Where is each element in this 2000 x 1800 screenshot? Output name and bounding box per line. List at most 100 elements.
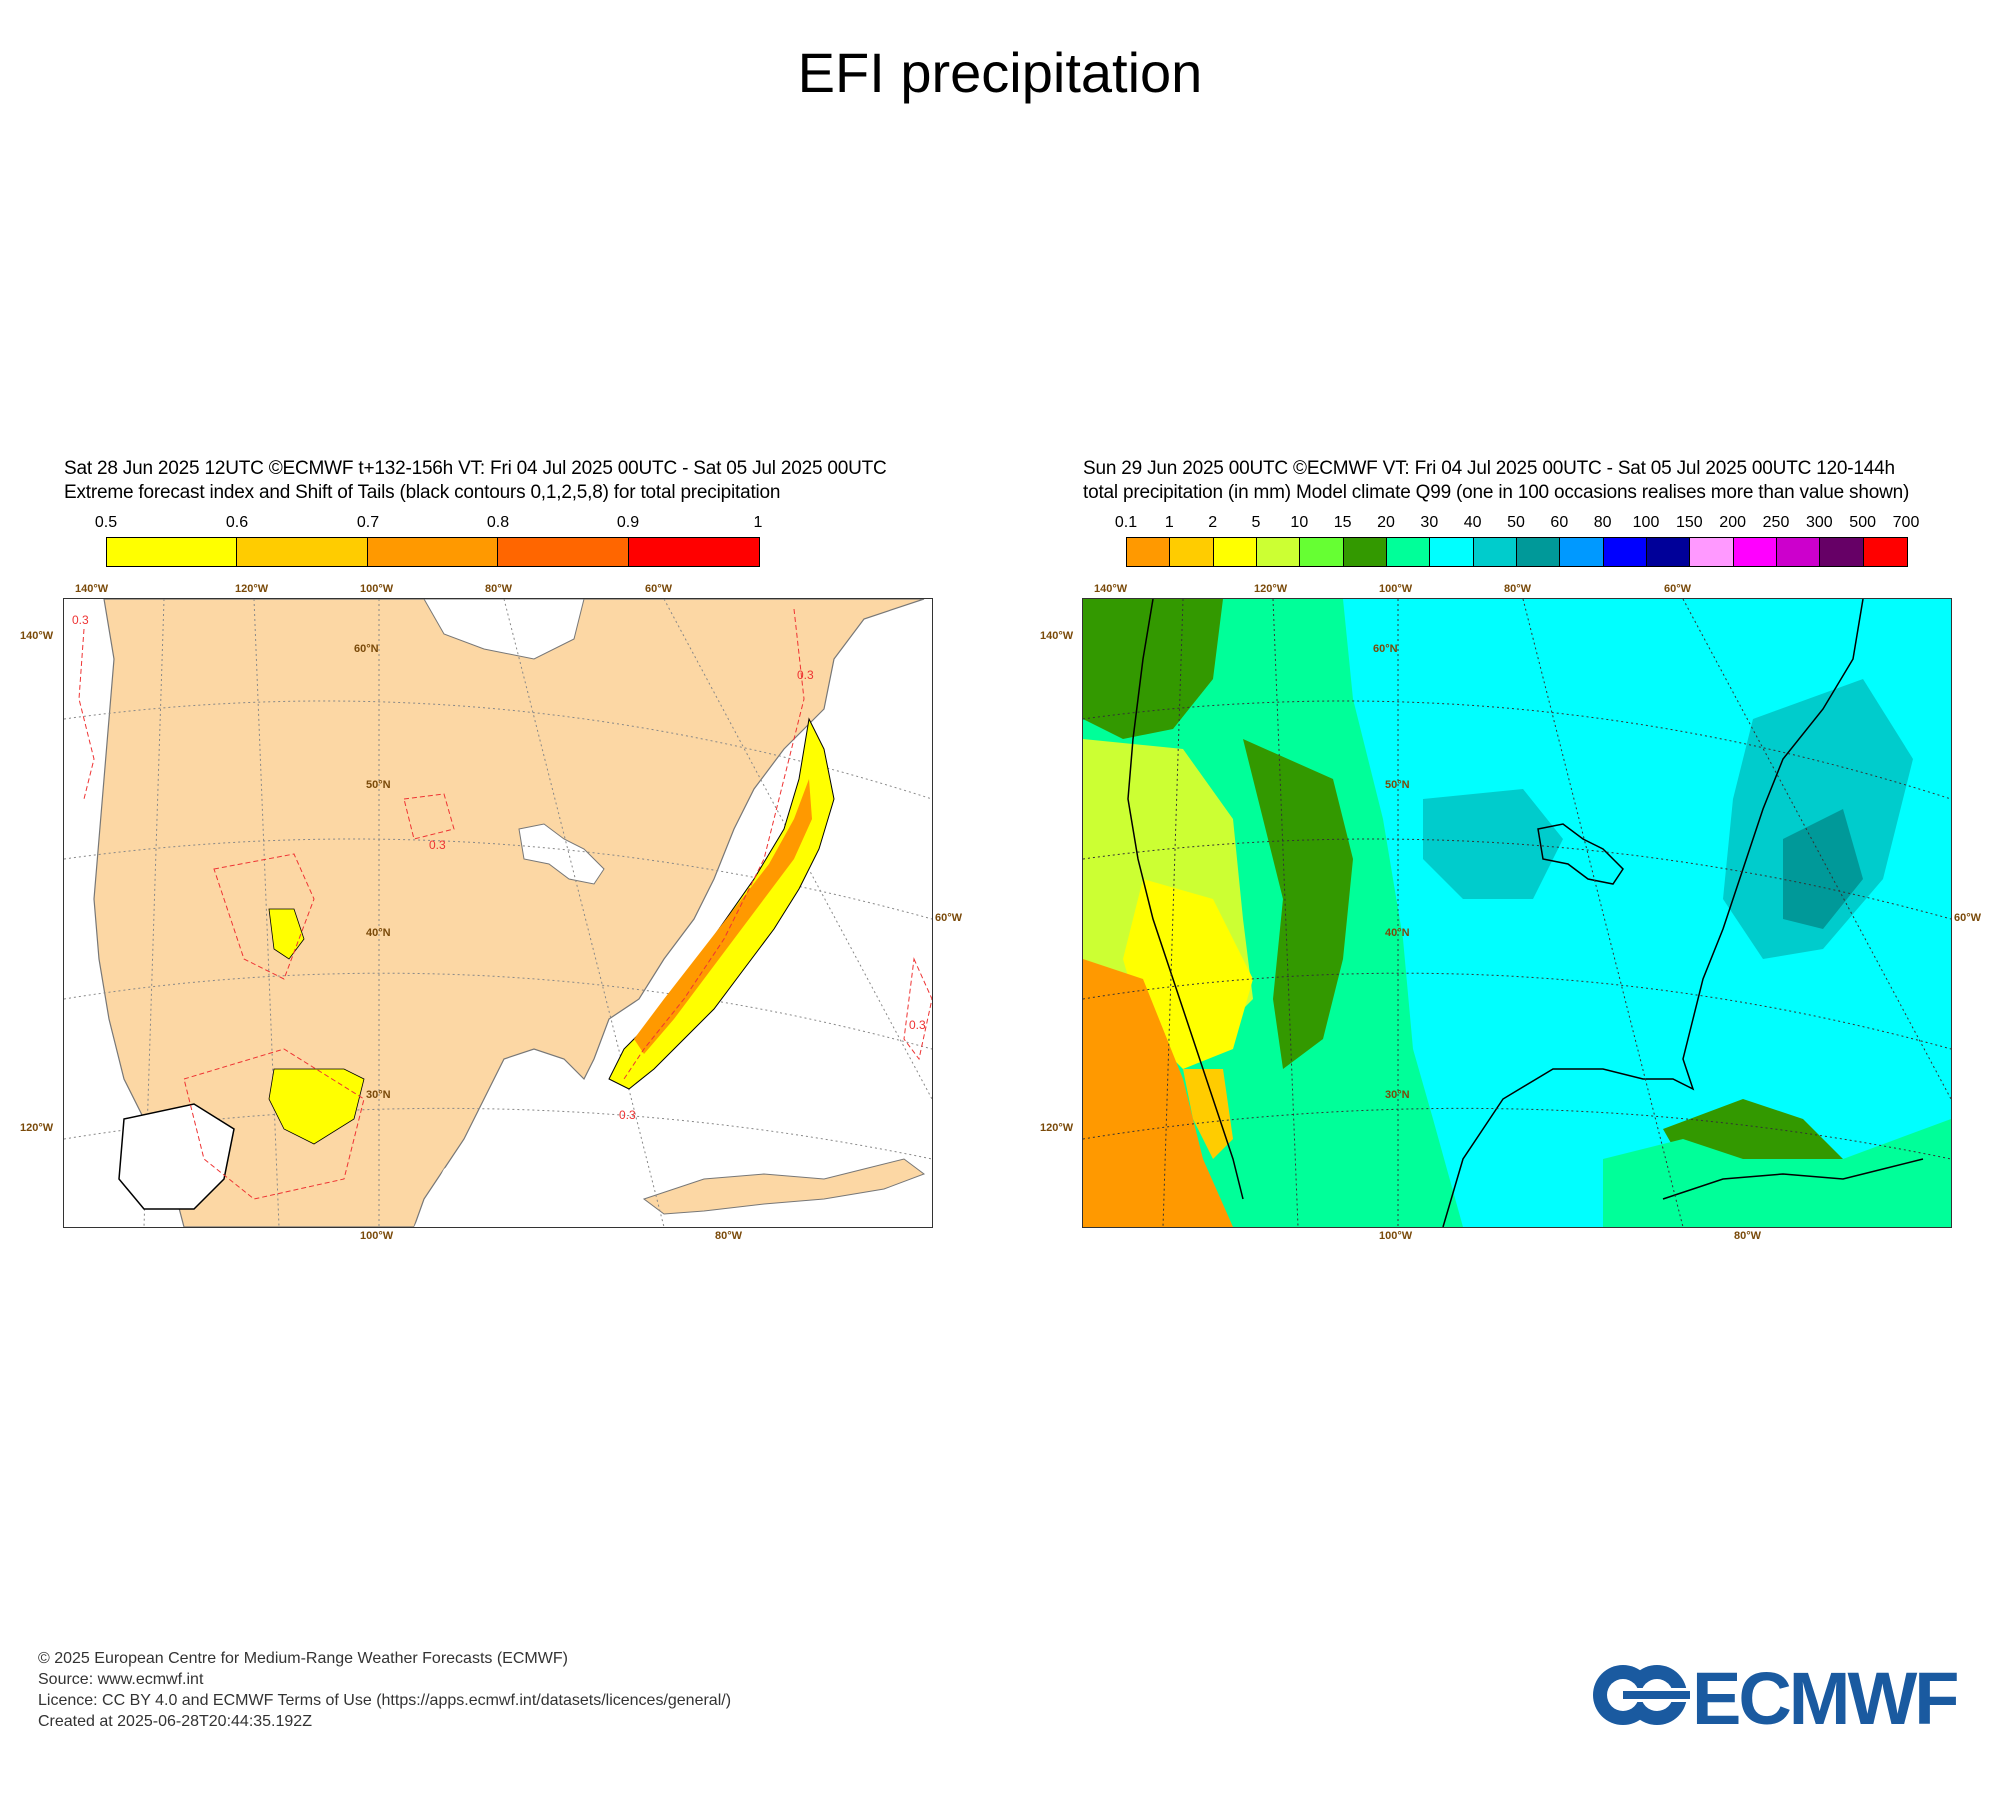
- precip-west-orange: [1083, 959, 1233, 1227]
- lon-label: 60°W: [935, 912, 963, 924]
- lon-label: 100°W: [1379, 583, 1413, 595]
- footer-created: Created at 2025-06-28T20:44:35.192Z: [38, 1713, 312, 1730]
- precip-east-darkteal: [1783, 809, 1863, 929]
- lon-label: 140°W: [20, 630, 54, 642]
- lat-label: 60°N: [1373, 643, 1398, 655]
- lat-label: 30°N: [366, 1089, 391, 1101]
- lon-label: 80°W: [1504, 583, 1532, 595]
- lon-label: 120°W: [1040, 1122, 1074, 1134]
- colorbar-swatch: [628, 538, 760, 566]
- right-header-line2: total precipitation (in mm) Model climat…: [1083, 482, 1910, 503]
- footer-copyright: © 2025 European Centre for Medium-Range …: [38, 1650, 568, 1667]
- right-tick: 300: [1805, 514, 1833, 531]
- colorbar-swatch: [1603, 538, 1647, 566]
- right-tick: 100: [1632, 514, 1660, 531]
- right-header-line1: Sun 29 Jun 2025 00UTC ©ECMWF VT: Fri 04 …: [1083, 458, 1895, 479]
- colorbar-swatch: [1560, 538, 1604, 566]
- footer-licence: Licence: CC BY 4.0 and ECMWF Terms of Us…: [38, 1692, 732, 1709]
- lat-label: 40°N: [366, 927, 391, 939]
- right-tick: 150: [1675, 514, 1703, 531]
- lon-label: 140°W: [75, 583, 109, 595]
- coastlines: [1127, 599, 1924, 1227]
- left-tick: 0.7: [356, 514, 380, 531]
- colorbar-swatch: [1430, 538, 1474, 566]
- lon-label: 60°W: [1954, 912, 1982, 924]
- footer: © 2025 European Centre for Medium-Range …: [38, 1648, 731, 1732]
- colorbar-swatch: [1300, 538, 1344, 566]
- right-tick: 250: [1762, 514, 1790, 531]
- lon-label: 120°W: [20, 1122, 54, 1134]
- right-tick: 700: [1892, 514, 1920, 531]
- efi-area-southwest: [268, 1068, 365, 1145]
- contour-label: 0.3: [797, 668, 814, 682]
- colorbar-swatch: [1256, 538, 1301, 566]
- contour-label: 0.3: [72, 613, 89, 627]
- left-header-line1: Sat 28 Jun 2025 12UTC ©ECMWF t+132-156h …: [64, 458, 887, 479]
- colorbar-swatch: [1343, 538, 1387, 566]
- precip-caribbean-lightgreen: [1603, 1119, 1951, 1227]
- colorbar-swatch: [1646, 538, 1691, 566]
- lon-label: 140°W: [1094, 583, 1128, 595]
- colorbar-swatch: [107, 538, 238, 566]
- lat-label: 50°N: [1385, 779, 1410, 791]
- efi-0.3-contours: [78, 608, 932, 1200]
- colorbar-swatch: [498, 538, 629, 566]
- colorbar-swatch: [1820, 538, 1864, 566]
- left-tick: 0.5: [94, 514, 118, 531]
- lon-label: 80°W: [1734, 1230, 1762, 1242]
- ecmwf-logo-icon: [1593, 1665, 1690, 1725]
- precip-rockies-dark: [1243, 739, 1353, 1069]
- contour-label: 0.3: [429, 838, 446, 852]
- right-map: 60°N 50°N 40°N 30°N: [1082, 598, 1952, 1228]
- precip-lakes-teal: [1423, 789, 1563, 899]
- colorbar-swatch: [1127, 538, 1171, 566]
- right-tick: 1: [1164, 514, 1174, 531]
- left-tick: 0.8: [486, 514, 510, 531]
- left-tick: 0.9: [616, 514, 640, 531]
- great-lakes: [518, 823, 605, 885]
- hudson-bay-water: [423, 599, 585, 660]
- right-tick: 5: [1251, 514, 1261, 531]
- efi-area-mexico: [118, 1103, 235, 1210]
- colorbar-swatch: [1213, 538, 1257, 566]
- colorbar-swatch: [1386, 538, 1431, 566]
- page-title: EFI precipitation: [797, 41, 1203, 104]
- lat-label: 30°N: [1385, 1089, 1410, 1101]
- contour-label: 0.3: [619, 1108, 636, 1122]
- right-colorbar: [1126, 537, 1908, 567]
- colorbar-swatch: [1516, 538, 1561, 566]
- left-header-line2: Extreme forecast index and Shift of Tail…: [64, 482, 781, 503]
- lat-label: 60°N: [354, 643, 379, 655]
- colorbar-swatch: [1733, 538, 1777, 566]
- colorbar-swatch: [1863, 538, 1907, 566]
- right-tick: 40: [1463, 514, 1482, 531]
- lon-label: 80°W: [715, 1230, 743, 1242]
- right-tick: 15: [1333, 514, 1352, 531]
- right-tick: 2: [1208, 514, 1218, 531]
- precip-west-dark: [1083, 599, 1223, 739]
- lat-label: 50°N: [366, 779, 391, 791]
- lon-label: 100°W: [360, 1230, 394, 1242]
- left-map-svg: 0.3 0.3 0.3 0.3 0.3: [64, 599, 932, 1227]
- right-tick: 60: [1550, 514, 1569, 531]
- right-map-svg: [1083, 599, 1951, 1227]
- right-tick: 20: [1377, 514, 1395, 531]
- ecmwf-logo-text: ECMWF: [1692, 1657, 1959, 1740]
- cuba: [642, 1158, 926, 1215]
- precip-baja-yellow: [1183, 1069, 1233, 1159]
- efi-area-east-coast: [608, 717, 835, 1090]
- efi-area-mountain: [268, 908, 305, 960]
- right-tick: 500: [1849, 514, 1877, 531]
- right-tick: 30: [1420, 514, 1439, 531]
- graticule: [1083, 599, 1951, 1227]
- left-map: 0.3 0.3 0.3 0.3 0.3 60°N 50°N 40°N 30°N: [63, 598, 933, 1228]
- colorbar-swatch: [367, 538, 499, 566]
- lon-label: 120°W: [1254, 583, 1288, 595]
- left-tick: 0.6: [225, 514, 249, 531]
- left-colorbar: [106, 537, 760, 567]
- right-tick: 0.1: [1114, 514, 1138, 531]
- lon-label: 100°W: [1379, 1230, 1413, 1242]
- colorbar-swatch: [1170, 538, 1214, 566]
- efi-area-east-coast-core: [634, 779, 812, 1054]
- colorbar-swatch: [1473, 538, 1517, 566]
